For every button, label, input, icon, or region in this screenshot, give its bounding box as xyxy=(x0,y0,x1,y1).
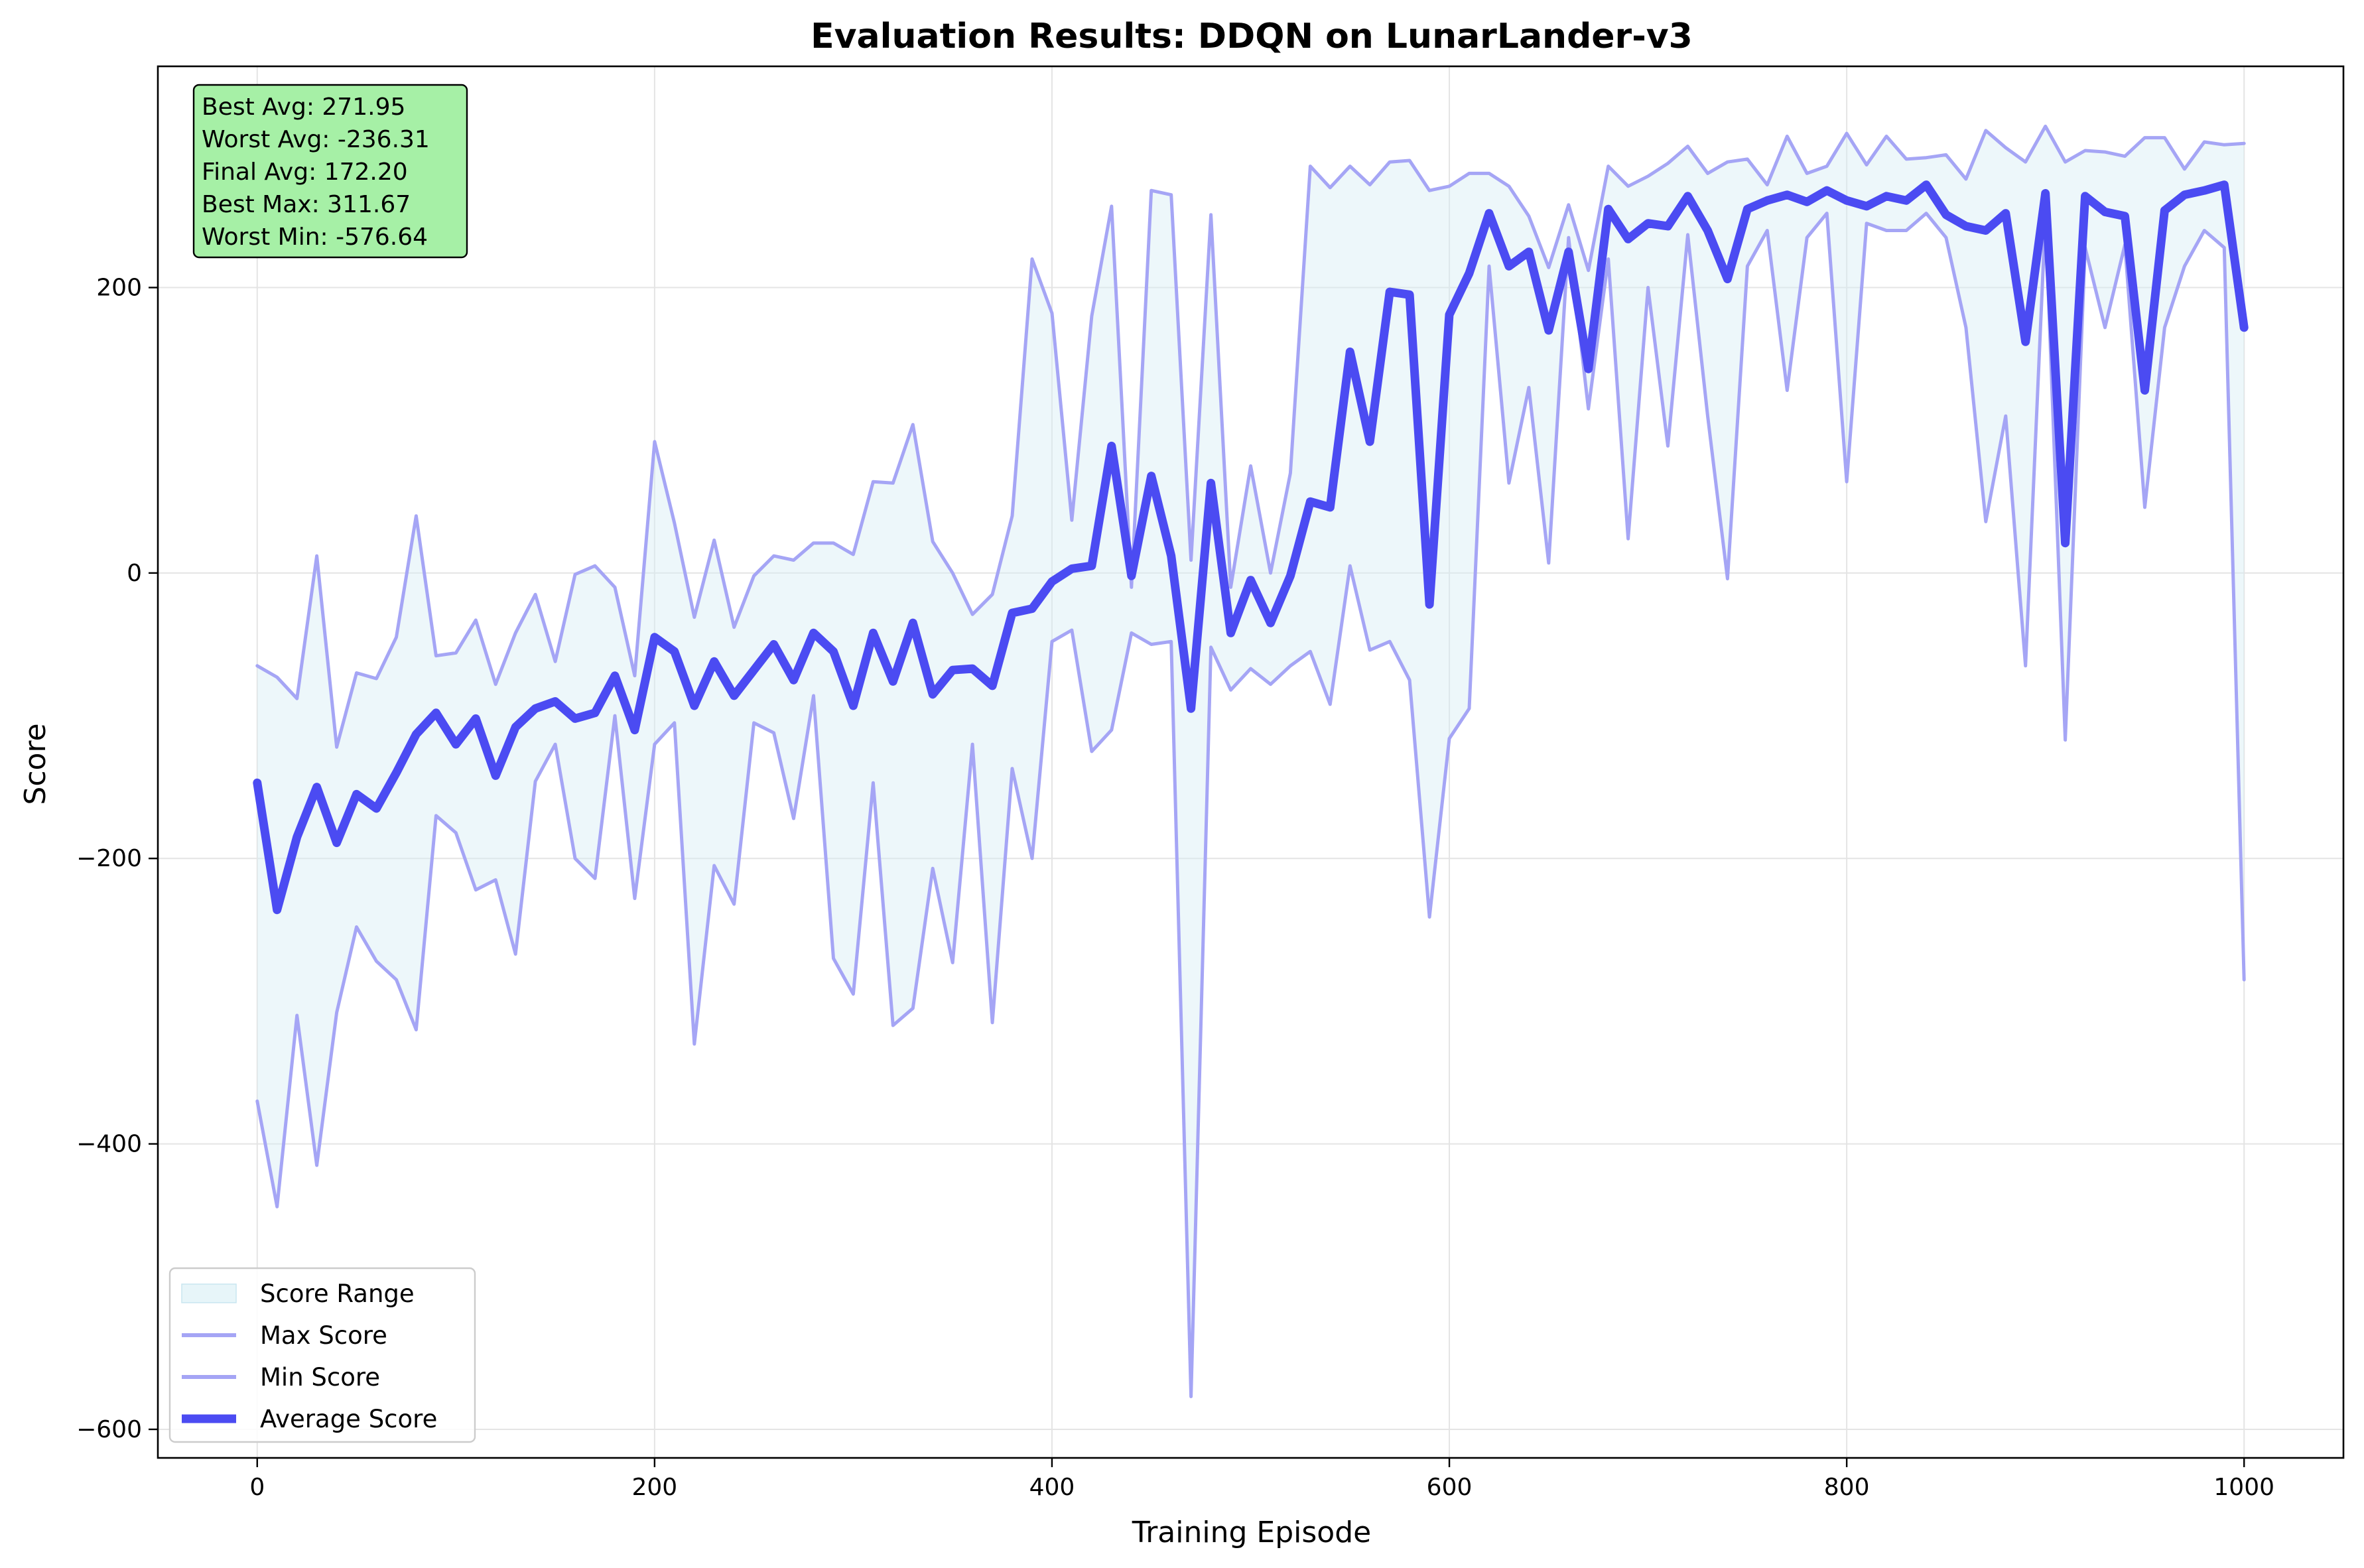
legend: Score Range Max Score Min Score Average Sco… xyxy=(168,1267,476,1443)
y-tick-label: 0 xyxy=(127,560,142,587)
stats-line: Best Avg: 271.95 xyxy=(202,94,405,121)
stats-box: Best Avg: 271.95 Worst Avg: -236.31 Final … xyxy=(192,84,468,259)
max-score-line xyxy=(255,124,2246,749)
y-tick-label: −600 xyxy=(76,1416,142,1443)
legend-frame xyxy=(168,1267,476,1443)
plot-frame xyxy=(157,65,2345,1459)
x-tick-label: 200 xyxy=(632,1474,678,1501)
x-axis-label: Training Episode xyxy=(1132,1516,1371,1549)
x-tick-label: 800 xyxy=(1824,1474,1870,1501)
legend-label: Score Range xyxy=(260,1279,415,1308)
y-tick-label: 200 xyxy=(96,275,142,302)
x-tick-label: 600 xyxy=(1427,1474,1473,1501)
stats-line: Worst Avg: -236.31 xyxy=(202,126,430,153)
y-axis-label: Score xyxy=(19,723,52,805)
chart-title: Evaluation Results: DDQN on LunarLander-… xyxy=(811,17,1693,56)
legend-label: Max Score xyxy=(260,1321,387,1350)
legend-label: Min Score xyxy=(260,1363,380,1392)
grid xyxy=(158,66,2343,1458)
y-tick-label: −200 xyxy=(76,845,142,872)
x-tick-label: 1000 xyxy=(2213,1474,2274,1501)
x-tick-label: 400 xyxy=(1029,1474,1075,1501)
stats-line: Worst Min: -576.64 xyxy=(202,224,428,251)
legend-swatch-range xyxy=(181,1283,237,1303)
axis-ticks: 0 200 400 600 800 1000 −600 −400 −200 0 200 xyxy=(76,275,2274,1501)
stats-line: Final Avg: 172.20 xyxy=(202,159,408,186)
y-tick-label: −400 xyxy=(76,1131,142,1158)
x-tick-label: 0 xyxy=(249,1474,265,1501)
stats-box-background xyxy=(192,84,468,259)
min-score-line xyxy=(255,212,2246,1398)
average-score-line xyxy=(253,180,2249,915)
legend-label: Average Score xyxy=(260,1405,437,1433)
series-lines xyxy=(253,124,2249,1398)
stats-line: Best Max: 311.67 xyxy=(202,191,411,218)
